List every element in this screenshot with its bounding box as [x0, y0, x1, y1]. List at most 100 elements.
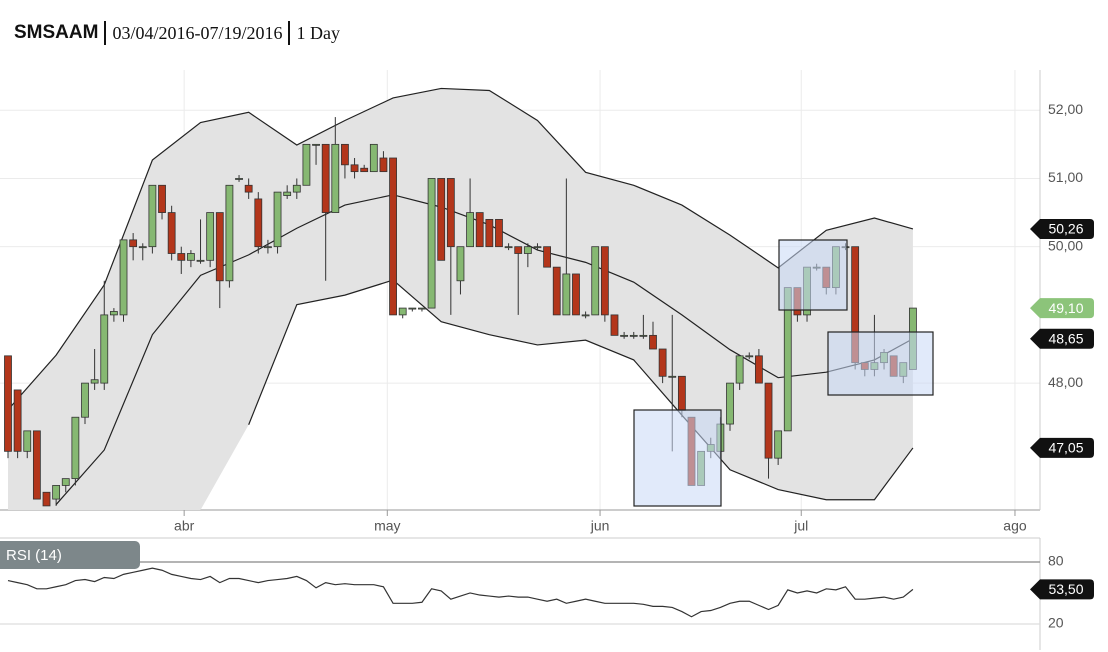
candle-body [485, 218, 494, 248]
price-tag-label: 49,10 [1048, 300, 1083, 316]
candle-body [418, 307, 426, 310]
y-tick-label: 51,00 [1048, 169, 1083, 185]
candle-body [187, 253, 195, 261]
candle-body [600, 246, 609, 316]
band-upper [7, 87, 914, 411]
candle-body [379, 157, 388, 173]
candle-body [42, 491, 51, 507]
candle-body [254, 198, 263, 248]
candle-body [283, 191, 292, 196]
candle-body [4, 355, 12, 452]
x-tick-label: jun [590, 518, 610, 534]
candle-body [389, 157, 397, 316]
candle-body [148, 184, 157, 248]
candle-body [13, 389, 22, 452]
panel-title: RSI (14) [6, 547, 62, 564]
candle-body [581, 314, 590, 317]
annotation-box [633, 409, 722, 507]
x-tick-label: jul [793, 518, 808, 534]
y-tick-label: 80 [1048, 553, 1064, 569]
candle-body [437, 178, 446, 261]
separator [288, 21, 291, 45]
candle-body [129, 239, 138, 248]
date-range: 03/04/2016-07/19/2016 [112, 22, 283, 43]
candle-body [398, 307, 407, 316]
separator [104, 21, 107, 45]
candle-body [523, 246, 532, 254]
candle-body [321, 143, 330, 213]
price-tag [1030, 218, 1094, 239]
candle-body [649, 334, 657, 350]
symbol: SMSAAM [14, 22, 99, 43]
candle-body [167, 212, 176, 254]
price-tag-label: 48,65 [1048, 330, 1083, 346]
candle-body [138, 246, 147, 249]
price-tag-label: 47,05 [1048, 440, 1083, 456]
candle-body [764, 382, 773, 459]
candle-body [504, 246, 513, 249]
candle-body [52, 485, 61, 500]
candle-body [100, 314, 109, 384]
candle-body [514, 246, 523, 254]
x-tick-label: may [374, 518, 400, 534]
candle-body [81, 382, 89, 418]
candle-body [350, 164, 359, 173]
plot [4, 87, 917, 618]
candle-body [360, 167, 369, 173]
price-tag [1030, 298, 1094, 319]
candle-body [552, 266, 561, 316]
candle-body [677, 375, 686, 411]
price-tag [1030, 328, 1094, 349]
candle-body [331, 143, 340, 213]
candle-body [456, 246, 465, 282]
candle-body [745, 355, 754, 358]
price-tag [1030, 437, 1094, 458]
candle-body [475, 212, 484, 248]
candle-body [543, 246, 551, 268]
candle-body [495, 218, 503, 248]
candle-body [446, 178, 455, 248]
band-lower [248, 279, 914, 501]
candle-body [61, 478, 70, 486]
y-tick-label: 48,00 [1048, 374, 1083, 390]
candle-body [235, 178, 243, 180]
candle-body [562, 273, 571, 316]
candle-body [244, 184, 253, 193]
x-tick-label: ago [1003, 518, 1027, 534]
y-tick-label: 20 [1048, 615, 1064, 631]
candle-body [620, 334, 629, 337]
candle-body [658, 348, 667, 377]
candle-body [158, 184, 166, 213]
y-tick-label: 52,00 [1048, 101, 1083, 117]
band-fill [7, 88, 913, 510]
candle-body [639, 334, 648, 337]
candle-body [302, 143, 311, 186]
candle-body [668, 375, 677, 378]
candle-body [369, 143, 378, 173]
panel-tab [0, 541, 140, 569]
candle-body [32, 430, 41, 500]
interval: 1 Day [296, 22, 340, 43]
candle-body [292, 184, 301, 193]
candle-body [408, 307, 417, 310]
x-tick-label: abr [174, 518, 195, 534]
header: SMSAAM 03/04/2016-07/19/2016 1 Day [14, 20, 340, 46]
candle-body [177, 253, 186, 261]
annotation-box [827, 331, 934, 396]
candle-body [341, 143, 349, 166]
candle-body [427, 178, 436, 309]
candle-body [774, 430, 783, 459]
candle-body [90, 379, 99, 384]
candle-body [754, 355, 763, 384]
candle-body [629, 334, 638, 337]
candle-body [610, 314, 619, 336]
price-tag-label: 53,50 [1048, 581, 1083, 597]
candle-body [312, 143, 320, 146]
candle-body [466, 212, 474, 248]
overlay: 48,00 50,00 51,00 52,00 20 80 RSI (14) 50,26 49,… [0, 101, 1094, 631]
candle-body [264, 246, 272, 249]
candle-body [591, 246, 600, 316]
candle-body [735, 355, 744, 384]
